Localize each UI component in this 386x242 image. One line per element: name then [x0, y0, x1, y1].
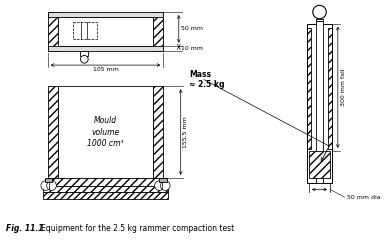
Text: 50 mm dia: 50 mm dia	[347, 195, 380, 200]
Bar	[309, 151, 330, 178]
Bar	[47, 86, 58, 178]
Bar	[307, 29, 311, 149]
Circle shape	[47, 181, 56, 190]
Bar	[159, 178, 167, 182]
Text: Mould
volume
1000 cm³: Mould volume 1000 cm³	[87, 116, 124, 148]
Circle shape	[41, 181, 51, 190]
Circle shape	[161, 181, 170, 190]
Bar	[316, 19, 323, 183]
Text: 10 mm: 10 mm	[181, 46, 203, 51]
Text: 50 mm: 50 mm	[181, 26, 203, 31]
Bar	[47, 12, 163, 17]
Bar	[43, 192, 168, 199]
Circle shape	[80, 55, 88, 63]
Circle shape	[155, 181, 164, 190]
Text: Fig. 11.1   Equipment for the 2.5 kg rammer compaction test: Fig. 11.1 Equipment for the 2.5 kg ramme…	[6, 225, 239, 234]
Bar	[153, 12, 163, 51]
Text: Mass
≈ 2.5 kg: Mass ≈ 2.5 kg	[190, 70, 225, 89]
Bar	[307, 24, 332, 183]
Bar	[73, 22, 97, 39]
Text: 155.5 mm: 155.5 mm	[183, 116, 188, 148]
Bar	[47, 46, 163, 51]
Bar	[45, 178, 52, 182]
Bar	[47, 178, 163, 186]
Bar	[58, 17, 153, 46]
Bar	[328, 29, 332, 149]
Circle shape	[313, 5, 326, 19]
Bar	[58, 86, 153, 178]
Text: 300 mm fall: 300 mm fall	[341, 68, 346, 106]
Text: Fig. 11.1: Fig. 11.1	[6, 225, 44, 234]
Bar	[80, 51, 88, 56]
Text: 105 mm: 105 mm	[93, 67, 119, 72]
Bar	[47, 12, 58, 51]
Text: Equipment for the 2.5 kg rammer compaction test: Equipment for the 2.5 kg rammer compacti…	[34, 225, 234, 234]
Bar	[153, 86, 163, 178]
Bar	[43, 186, 168, 192]
